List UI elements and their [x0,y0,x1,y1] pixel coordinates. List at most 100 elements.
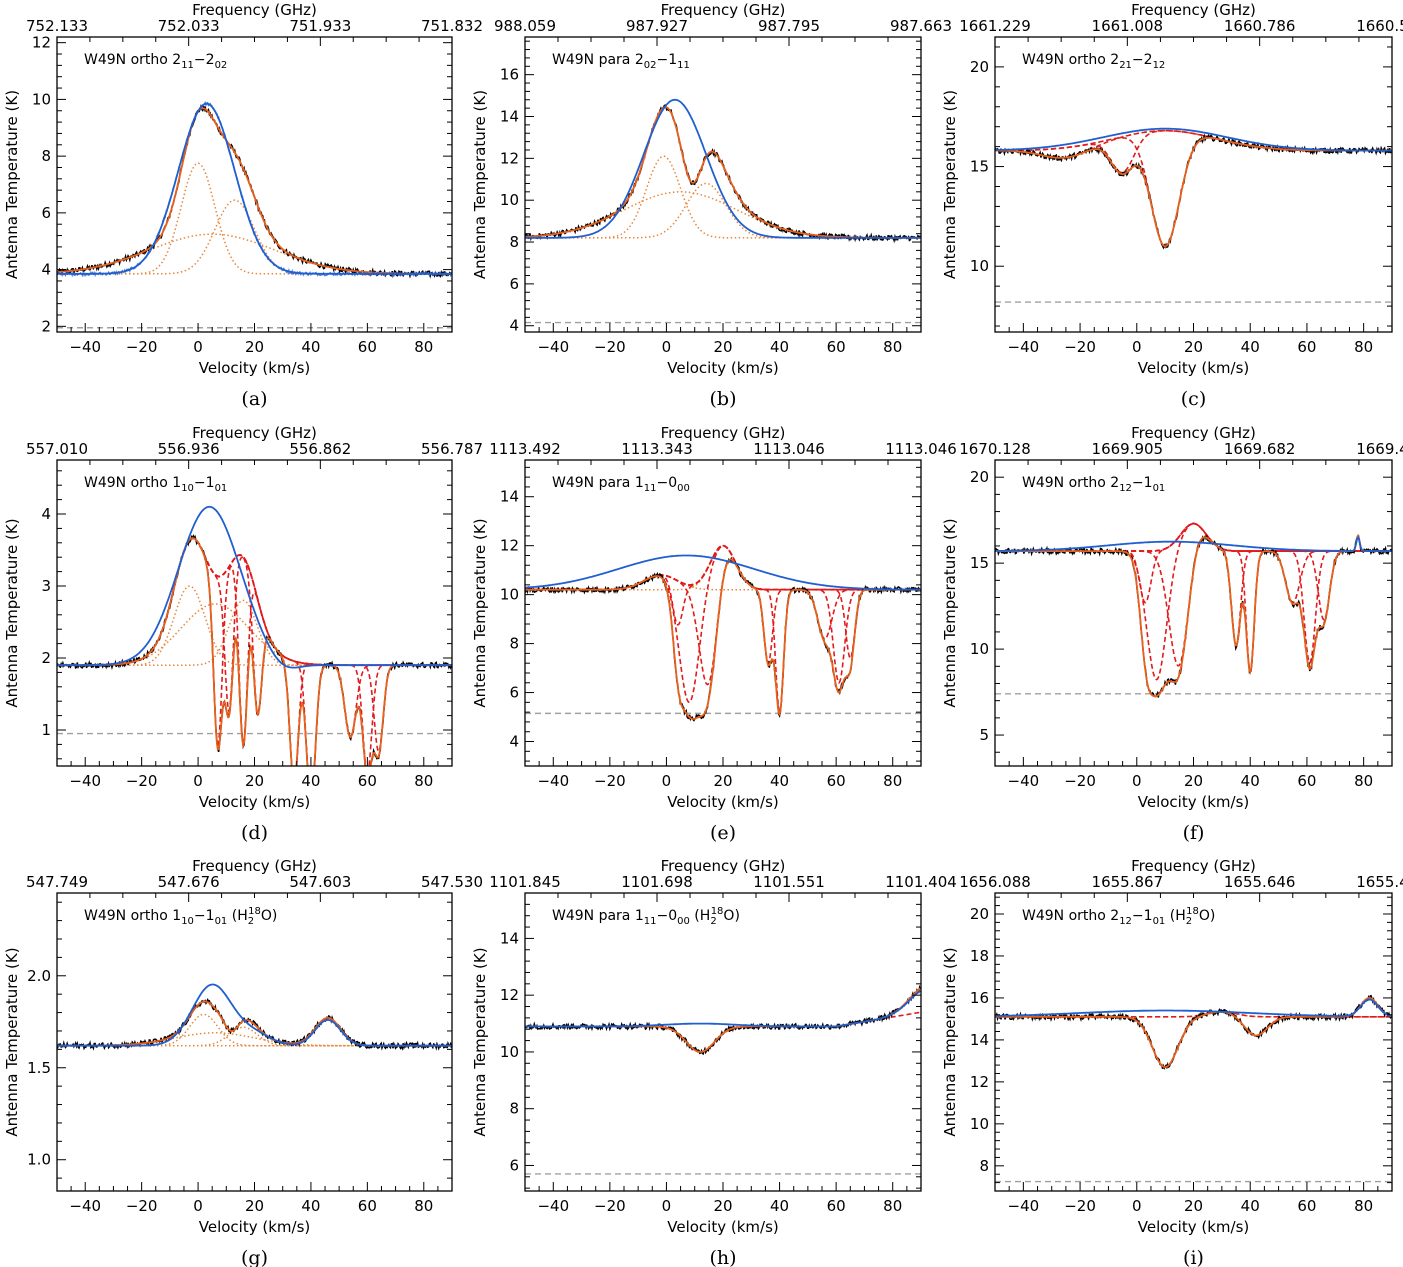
absorption-component-curve [525,544,921,660]
panel-frame [994,892,1393,1192]
absorption-component-curve [525,1011,921,1053]
title-text: W49N ortho 2 [84,52,181,68]
panel-frame [994,36,1393,333]
panel-caption: (a) [241,388,267,410]
title-subscript: 02 [215,60,228,71]
x-tick-label: 60 [827,772,846,790]
x-tick-label: 60 [1297,1197,1316,1215]
x-tick-label: 80 [883,1197,902,1215]
title-text: W49N ortho 2 [1022,52,1119,68]
top-frequency-tick-label: 752.033 [158,17,220,35]
absorption-component-curve [995,522,1392,665]
fit-curve [57,107,452,275]
panel-frame [524,36,922,333]
fit-curve [995,996,1392,1069]
panel-f: −40 −20 0 20 40 60 80 1670.128 1669.905 1669.682 1… [941,424,1403,844]
fit-curve [995,136,1392,248]
title-text: −1 [1132,908,1153,924]
top-frequency-tick-label: 1113.492 [489,440,561,458]
x-tick-label: 40 [770,772,789,790]
x-tick-label: 0 [1132,1197,1142,1215]
top-frequency-tick-label: 1670.128 [959,440,1031,458]
top-frequency-tick-label: 988.059 [494,17,556,35]
x-tick-label: 40 [1241,338,1260,356]
y-tick-label: 10 [500,1043,519,1061]
plot-area [995,994,1392,1183]
top-axis-title: Frequency (GHz) [1131,1,1256,19]
y-axis-title: Antenna Temperature (K) [941,90,959,279]
observed-spectrum-line [57,103,452,279]
x-tick-label: 60 [827,1197,846,1215]
title-text: O) [261,908,277,924]
absorption-component-curve [995,522,1392,604]
x-tick-label: 80 [1354,338,1373,356]
x-tick-label: 80 [883,772,902,790]
x-tick-label: 20 [713,1197,732,1215]
y-axis-title: Antenna Temperature (K) [3,947,21,1136]
title-subscript: 11 [677,60,690,71]
x-tick-label: 0 [662,338,672,356]
absorption-component-curve [57,537,452,739]
title-subscript: 12 [1119,483,1132,494]
top-frequency-tick-label: 556.936 [158,440,220,458]
emission-component-curve [57,603,452,666]
x-tick-label: −40 [537,772,569,790]
absorption-component-curve [525,544,921,685]
title-text: −1 [1132,475,1153,491]
y-tick-label: 4 [41,261,51,279]
panel-caption: (e) [710,822,736,844]
x-tick-label: 0 [1132,772,1142,790]
observed-spectrum-line [525,104,921,244]
fit-curve [525,558,921,720]
x-tick-label: 80 [1354,772,1373,790]
title-text: −1 [194,475,215,491]
x-axis-title: Velocity (km/s) [667,359,778,377]
x-axis-title: Velocity (km/s) [667,793,778,811]
x-axis-title: Velocity (km/s) [1138,1218,1249,1236]
x-tick-label: −40 [537,1197,569,1215]
y-tick-label: 14 [500,929,519,947]
y-tick-label: 12 [970,1073,989,1091]
title-subscript: 2 [710,916,716,927]
emission-component-curve [525,544,921,591]
y-tick-label: 4 [41,505,51,523]
title-subscript: 01 [215,483,228,494]
x-tick-label: −20 [126,338,158,356]
y-tick-label: 6 [509,1156,519,1174]
y-tick-label: 12 [500,537,519,555]
title-superscript: 18 [711,906,724,917]
title-text: −2 [194,52,215,68]
x-tick-label: 20 [1184,772,1203,790]
top-axis-title: Frequency (GHz) [1131,424,1256,442]
title-superscript: 18 [1186,906,1199,917]
fit-curve [57,537,452,766]
fit-curve [525,106,921,239]
emission-component-curve [995,522,1392,552]
x-tick-label: 20 [245,338,264,356]
model-curve [995,127,1392,152]
model-noisy-overlay [57,100,452,278]
y-tick-label: 10 [32,90,51,108]
title-subscript: 12 [1119,916,1132,927]
top-frequency-tick-label: 1113.343 [621,440,693,458]
x-tick-label: −40 [69,772,101,790]
panel-frame [994,459,1393,767]
top-frequency-tick-label: 1661.229 [959,17,1031,35]
title-subscript: 02 [644,60,657,71]
y-tick-label: 14 [970,1031,989,1049]
title-text: −0 [656,908,677,924]
x-tick-label: 40 [301,1197,320,1215]
y-tick-label: 10 [970,1115,989,1133]
x-tick-label: 40 [301,772,320,790]
y-axis-title: Antenna Temperature (K) [3,90,21,279]
panel-i: −40 −20 0 20 40 60 80 1656.088 1655.867 1655.646 1… [941,857,1403,1267]
top-frequency-tick-label: 547.676 [158,873,220,891]
y-tick-label: 20 [970,58,989,76]
top-frequency-tick-label: 1669.682 [1224,440,1296,458]
x-tick-label: 0 [662,772,672,790]
fit-curve [525,987,921,1053]
title-text: O) [1199,908,1215,924]
title-subscript: 10 [181,483,194,494]
top-frequency-tick-label: 1101.845 [489,873,561,891]
